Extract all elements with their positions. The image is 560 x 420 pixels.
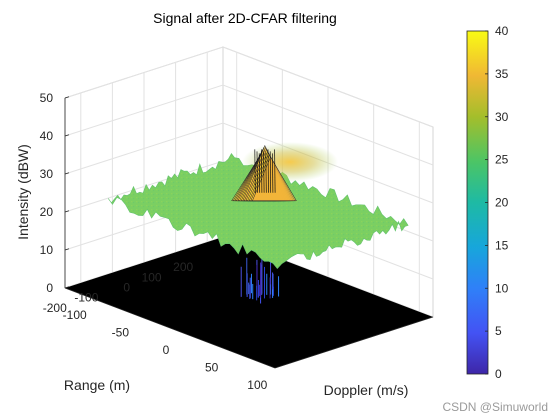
floor-spikes bbox=[240, 256, 280, 304]
grid-line-z bbox=[64, 122, 434, 204]
z-tick-label: 0 bbox=[46, 281, 53, 295]
z-tick-label: 40 bbox=[40, 129, 54, 143]
watermark: CSDN @Simuworld bbox=[442, 400, 548, 414]
z-tick-label: 10 bbox=[40, 243, 54, 257]
z-tick-mark bbox=[64, 210, 70, 213]
y-tick-label: -50 bbox=[112, 326, 130, 340]
peak-mesh-line bbox=[274, 149, 276, 193]
z-tick-mark bbox=[64, 96, 70, 99]
colorbar-ticks: 0 5 10 15 20 25 30 35 40 bbox=[485, 24, 509, 381]
y-axis-ticks: -100 -50 0 50 100 bbox=[63, 287, 276, 392]
x-axis-ticks: 200 100 0 -100-200 bbox=[43, 260, 434, 369]
colorbar-tick-label: 30 bbox=[495, 110, 509, 124]
peak-mesh-line bbox=[258, 153, 261, 193]
floor-surface bbox=[65, 237, 433, 368]
z-tick-mark bbox=[64, 134, 70, 137]
x-tick-label: 0 bbox=[123, 281, 130, 295]
colorbar-tick-label: 35 bbox=[495, 67, 509, 81]
z-axis-label: Intensity (dBW) bbox=[15, 144, 31, 240]
z-tick-mark bbox=[64, 286, 70, 289]
colorbar-tick-label: 5 bbox=[495, 324, 502, 338]
colorbar-tick-label: 0 bbox=[495, 367, 502, 381]
z-tick-mark bbox=[64, 248, 70, 251]
peak-mesh-line bbox=[269, 151, 272, 193]
y-tick-label: 100 bbox=[247, 378, 267, 392]
z-tick-label: 50 bbox=[40, 91, 54, 105]
colorbar-tick-label: 15 bbox=[495, 238, 509, 252]
y-axis-line bbox=[64, 287, 276, 369]
peak-mesh bbox=[231, 144, 297, 202]
grid-line-z bbox=[64, 84, 434, 166]
x-tick-label: 200 bbox=[173, 260, 193, 274]
colorbar-tick-label: 20 bbox=[495, 196, 509, 210]
z-tick-label: 20 bbox=[40, 205, 54, 219]
z-tick-label: 30 bbox=[40, 167, 54, 181]
y-tick-label: 0 bbox=[163, 343, 170, 357]
chart-title: Signal after 2D-CFAR filtering bbox=[153, 10, 337, 26]
peak-mesh-line bbox=[263, 151, 265, 193]
x-axis-label: Range (m) bbox=[64, 377, 130, 393]
peak-mesh-line bbox=[272, 153, 274, 193]
plateau-surface bbox=[107, 153, 409, 270]
x-tick-label: 100 bbox=[142, 270, 162, 284]
grid-line-z bbox=[64, 46, 434, 128]
peak-mesh-line bbox=[261, 149, 263, 193]
peak-mesh-line bbox=[254, 149, 256, 193]
peak-mesh-line bbox=[267, 149, 269, 193]
z-tick-mark bbox=[64, 172, 70, 175]
y-tick-label: -100 bbox=[63, 308, 87, 322]
y-tick-label: 50 bbox=[205, 360, 219, 374]
peak-mesh-line bbox=[256, 151, 258, 193]
colorbar bbox=[466, 30, 489, 375]
x-tick-label: -200 bbox=[43, 301, 67, 315]
y-axis-label: Doppler (m/s) bbox=[324, 382, 409, 398]
z-axis-ticks: 0 10 20 30 40 50 bbox=[40, 91, 70, 295]
x-axis-line bbox=[274, 316, 434, 369]
peak-mesh-line bbox=[265, 153, 267, 193]
colorbar-tick-label: 40 bbox=[495, 24, 509, 38]
colorbar-tick-label: 10 bbox=[495, 281, 509, 295]
colorbar-tick-label: 25 bbox=[495, 153, 509, 167]
